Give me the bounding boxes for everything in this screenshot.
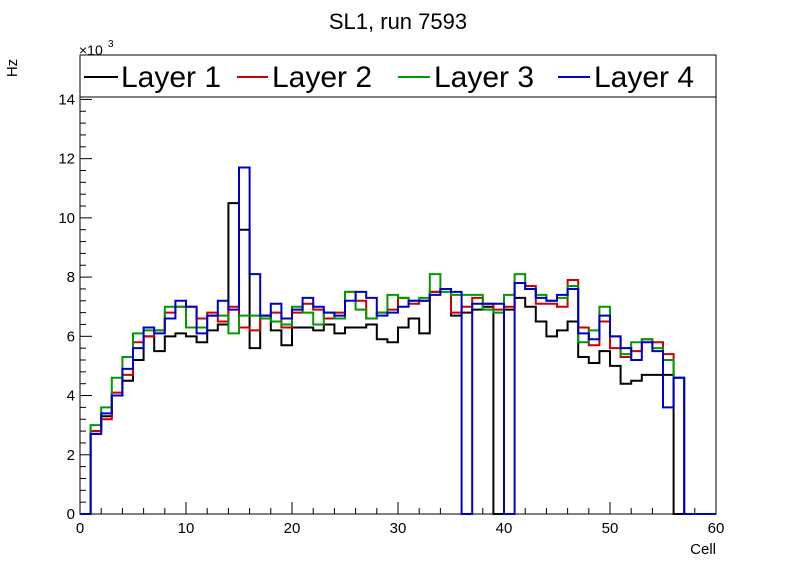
y-tick-label: 14 — [58, 91, 75, 108]
y-tick-label: 4 — [67, 388, 75, 405]
axis-ticks — [79, 63, 717, 515]
x-tick-label: 50 — [602, 520, 619, 537]
x-tick-label: 0 — [76, 520, 84, 537]
x-tick-labels: 0 10 20 30 40 50 60 — [76, 520, 725, 537]
series-line-layer-1 — [80, 202, 716, 515]
x-tick-label: 60 — [708, 520, 725, 537]
y-tick-label: 10 — [58, 210, 75, 227]
y-tick-label: 8 — [67, 269, 75, 286]
y-tick-label: 6 — [67, 328, 75, 345]
y-tick-label: 0 — [67, 506, 75, 523]
x-tick-label: 20 — [284, 520, 301, 537]
chart-title: SL1, run 7593 — [329, 9, 467, 34]
plot-frame — [79, 54, 717, 515]
legend-label-layer-4: Layer 4 — [594, 61, 694, 94]
x-tick-label: 30 — [390, 520, 407, 537]
legend-label-layer-2: Layer 2 — [272, 61, 372, 94]
series-lines — [80, 166, 716, 515]
exponent-label: ×10 3 — [79, 39, 114, 58]
y-tick-label: 12 — [58, 151, 75, 168]
legend-entry-layer-3: Layer 3 — [398, 61, 534, 94]
exponent-base: ×10 — [79, 42, 103, 58]
legend-entry-layer-4: Layer 4 — [558, 61, 694, 94]
y-tick-labels: 0 2 4 6 8 10 12 14 — [58, 91, 75, 523]
x-axis-label: Cell — [690, 541, 716, 558]
x-tick-label: 40 — [496, 520, 513, 537]
x-tick-label: 10 — [178, 520, 195, 537]
y-tick-label: 2 — [67, 447, 75, 464]
legend-label-layer-1: Layer 1 — [121, 61, 221, 94]
legend-entry-layer-2: Layer 2 — [237, 61, 372, 94]
exponent-power: 3 — [108, 39, 114, 50]
series-line-layer-4 — [80, 166, 716, 515]
series-line-layer-3 — [80, 273, 716, 515]
y-axis-label: Hz — [4, 59, 21, 77]
legend: Layer 1 Layer 2 Layer 3 Layer 4 — [79, 54, 717, 98]
legend-label-layer-3: Layer 3 — [434, 61, 534, 94]
legend-entry-layer-1: Layer 1 — [84, 61, 221, 94]
